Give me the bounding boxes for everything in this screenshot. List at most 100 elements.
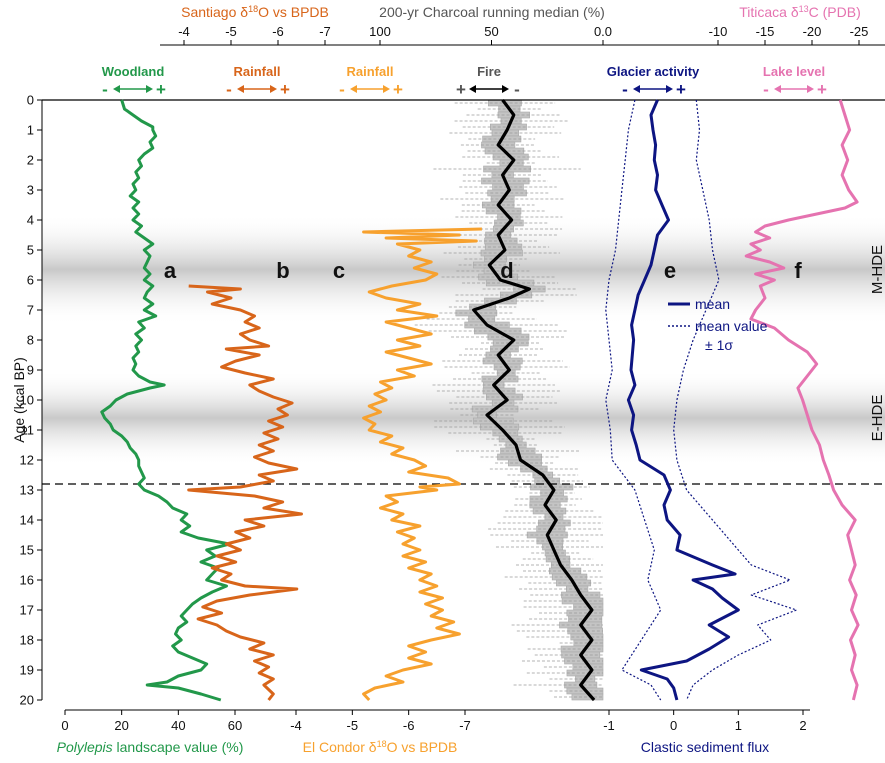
top-tick-label: -20 bbox=[803, 24, 822, 39]
header-sign-left: - bbox=[102, 80, 108, 99]
series-line-1 bbox=[187, 284, 303, 701]
shaded-band-1 bbox=[42, 370, 885, 466]
bottom-tick-label: 1 bbox=[735, 718, 742, 733]
top-tick-label: 50 bbox=[484, 24, 498, 39]
top-axis-title: 200-yr Charcoal running median (%) bbox=[379, 4, 605, 20]
header-sign-right: + bbox=[817, 80, 827, 99]
top-tick-label: -6 bbox=[272, 24, 284, 39]
y-tick-label: 17 bbox=[20, 603, 34, 618]
header-sign-left: - bbox=[622, 80, 628, 99]
header-sign-left: - bbox=[339, 80, 345, 99]
series-line-0 bbox=[100, 99, 231, 702]
panel-letter-b: b bbox=[276, 258, 289, 283]
header-arrow-right bbox=[146, 85, 153, 93]
top-tick-label: -5 bbox=[225, 24, 237, 39]
header-sign-left: + bbox=[456, 80, 466, 99]
top-tick-label: -7 bbox=[319, 24, 331, 39]
top-tick-label: -4 bbox=[178, 24, 190, 39]
band-label-1: E-HDE bbox=[869, 395, 885, 442]
header-arrow-right bbox=[270, 85, 277, 93]
bottom-tick-label: 2 bbox=[799, 718, 806, 733]
y-tick-label: 4 bbox=[27, 213, 34, 228]
bottom-tick-label: -6 bbox=[403, 718, 415, 733]
series bbox=[100, 99, 860, 702]
y-tick-label: 19 bbox=[20, 663, 34, 678]
header-arrow-right bbox=[666, 85, 673, 93]
y-tick-label: 7 bbox=[27, 303, 34, 318]
y-tick-label: 14 bbox=[20, 513, 34, 528]
series-line-3 bbox=[472, 99, 596, 702]
panel-header-label: Rainfall bbox=[347, 64, 394, 79]
series-line-4 bbox=[626, 99, 740, 701]
header-arrow-left bbox=[350, 85, 357, 93]
y-tick-label: 13 bbox=[20, 483, 34, 498]
top-tick-label: 0.0 bbox=[594, 24, 612, 39]
top-tick-label: -15 bbox=[756, 24, 775, 39]
panel-letter-d: d bbox=[500, 258, 513, 283]
bottom-axis-title: Clastic sediment flux bbox=[641, 739, 769, 755]
bottom-axis-title: Polylepis landscape value (%) bbox=[57, 739, 244, 755]
header-arrow-left bbox=[113, 85, 120, 93]
header-sign-right: + bbox=[280, 80, 290, 99]
panel-header-label: Rainfall bbox=[234, 64, 281, 79]
header-arrow-right bbox=[383, 85, 390, 93]
band-label-0: M-HDE bbox=[869, 245, 885, 294]
bottom-tick-label: -5 bbox=[347, 718, 359, 733]
top-axis-title: Santiago δ18O vs BPDB bbox=[181, 4, 329, 20]
y-tick-label: 20 bbox=[20, 693, 34, 708]
legend-mean-label: mean bbox=[695, 296, 730, 312]
y-tick-label: 10 bbox=[20, 393, 34, 408]
header-arrow-left bbox=[774, 85, 781, 93]
y-tick-label: 9 bbox=[27, 363, 34, 378]
panel-header-label: Glacier activity bbox=[607, 64, 700, 79]
y-tick-label: 0 bbox=[27, 93, 34, 108]
header-arrow-right bbox=[502, 85, 509, 93]
header-arrow-left bbox=[469, 85, 476, 93]
shaded-band-0 bbox=[42, 214, 885, 325]
bottom-tick-label: -4 bbox=[290, 718, 302, 733]
bottom-tick-label: 0 bbox=[61, 718, 68, 733]
header-arrow-right bbox=[807, 85, 814, 93]
top-tick-label: -25 bbox=[850, 24, 869, 39]
shaded-bands bbox=[42, 214, 885, 466]
top-axis-title: Titicaca δ13C (PDB) bbox=[739, 4, 861, 20]
header-sign-right: + bbox=[393, 80, 403, 99]
header-sign-right: - bbox=[514, 80, 520, 99]
header-sign-right: + bbox=[156, 80, 166, 99]
legend-sigma-label-2: ± 1σ bbox=[705, 337, 733, 353]
top-tick-label: 100 bbox=[369, 24, 391, 39]
header-arrow-left bbox=[633, 85, 640, 93]
y-tick-label: 16 bbox=[20, 573, 34, 588]
series-line-7 bbox=[744, 99, 860, 701]
legend-sigma-label-1: mean value bbox=[695, 318, 768, 334]
series-line-5 bbox=[673, 99, 798, 701]
panel-header-label: Lake level bbox=[763, 64, 825, 79]
bottom-tick-label: 0 bbox=[670, 718, 677, 733]
panel-letter-c: c bbox=[333, 258, 345, 283]
bottom-tick-label: -1 bbox=[603, 718, 615, 733]
y-tick-label: 2 bbox=[27, 153, 34, 168]
y-tick-label: 8 bbox=[27, 333, 34, 348]
bottom-tick-label: 40 bbox=[171, 718, 185, 733]
header-sign-left: - bbox=[226, 80, 232, 99]
panel-letter-a: a bbox=[164, 258, 177, 283]
y-tick-label: 1 bbox=[27, 123, 34, 138]
panel-letter-f: f bbox=[794, 258, 802, 283]
header-arrow-left bbox=[237, 85, 244, 93]
bottom-tick-label: 20 bbox=[114, 718, 128, 733]
header-sign-right: + bbox=[676, 80, 686, 99]
y-tick-label: 6 bbox=[27, 273, 34, 288]
bottom-tick-label: 60 bbox=[228, 718, 242, 733]
y-tick-label: 12 bbox=[20, 453, 34, 468]
series-line-6 bbox=[605, 99, 662, 701]
y-tick-label: 18 bbox=[20, 633, 34, 648]
bottom-axis-title: El Condor δ18O vs BPDB bbox=[303, 739, 458, 755]
y-tick-label: 3 bbox=[27, 183, 34, 198]
top-tick-label: -10 bbox=[709, 24, 728, 39]
y-tick-label: 5 bbox=[27, 243, 34, 258]
panel-letter-e: e bbox=[664, 258, 676, 283]
header-sign-left: - bbox=[763, 80, 769, 99]
